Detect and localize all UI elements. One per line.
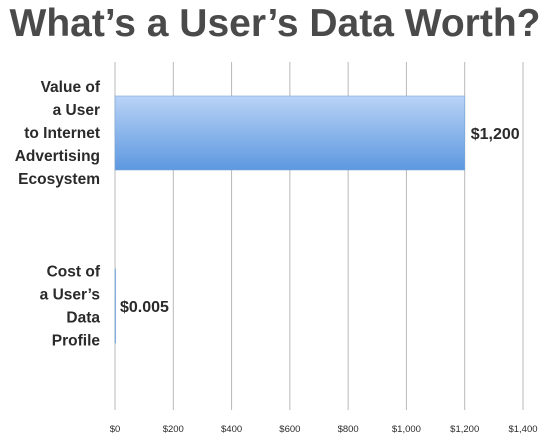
data-label: $0.005 [120, 299, 169, 316]
data-label: $1,200 [471, 126, 520, 143]
bars [114, 95, 466, 344]
chart-title: What’s a User’s Data Worth? [10, 2, 541, 45]
x-tick-label: $800 [338, 424, 359, 435]
x-tick-label: $1,200 [450, 424, 479, 435]
x-tick-label: $0 [110, 424, 121, 435]
x-tick-label: $600 [279, 424, 300, 435]
category-labels: Value of a User to Internet Advertising Ecos… [15, 79, 101, 350]
x-tick-label: $400 [221, 424, 242, 435]
category-label: Cost of a User’s Data Profile [40, 264, 101, 350]
x-axis-ticks: $0 $200 $400 $600 $800 $1,000 $1,200 $1,400 [110, 424, 538, 435]
data-labels: $1,200 $0.005 [120, 126, 520, 316]
x-tick-label: $1,400 [508, 424, 537, 435]
category-label: Value of a User to Internet Advertising Ecos… [15, 79, 101, 188]
x-tick-label: $1,000 [392, 424, 421, 435]
bar [114, 268, 116, 344]
bar [114, 95, 466, 171]
x-tick-label: $200 [163, 424, 184, 435]
